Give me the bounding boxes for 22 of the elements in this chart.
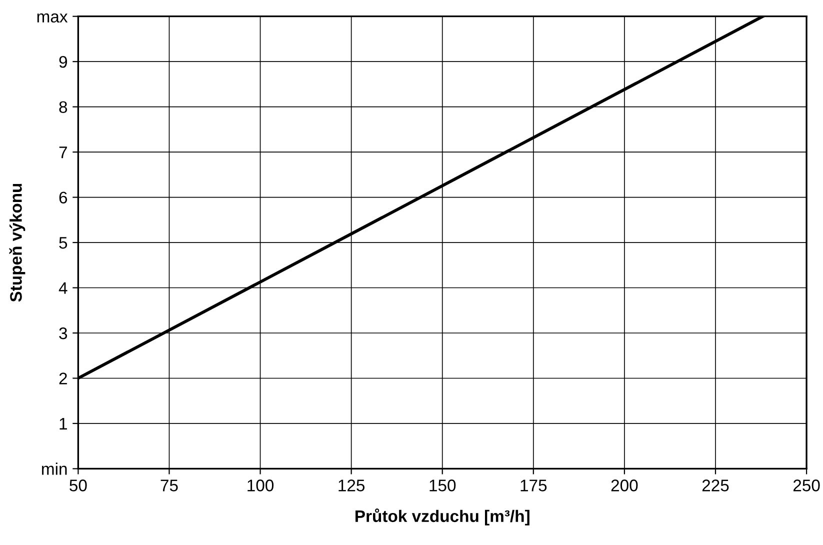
y-tick-label: 6 <box>59 192 68 204</box>
x-tick-label: 250 <box>793 480 820 492</box>
x-tick-label: 100 <box>248 480 274 492</box>
y-axis-title: Stupeň výkonu <box>9 184 26 302</box>
x-tick-label: 125 <box>338 480 365 492</box>
y-tick-label: 5 <box>59 237 68 249</box>
y-tick-label: 9 <box>59 56 67 68</box>
x-tick-label: 50 <box>70 480 87 492</box>
y-tick-label: max <box>37 13 68 23</box>
y-tick-label: 4 <box>58 282 68 294</box>
x-tick-label: 75 <box>160 480 178 492</box>
y-tick-label: 2 <box>59 372 67 384</box>
x-tick-label: 150 <box>430 480 456 492</box>
y-tick-label: 8 <box>59 101 68 114</box>
x-axis-title: Průtok vzduchu [m³/h] <box>356 508 530 526</box>
x-tick-label: 200 <box>611 480 638 492</box>
x-tick-label: 225 <box>702 480 729 492</box>
y-tick-label: 3 <box>59 327 68 340</box>
y-tick-label: 1 <box>60 418 67 430</box>
y-tick-label: min <box>42 462 67 475</box>
x-tick-label: 175 <box>520 480 547 492</box>
y-tick-label: 7 <box>59 146 67 158</box>
